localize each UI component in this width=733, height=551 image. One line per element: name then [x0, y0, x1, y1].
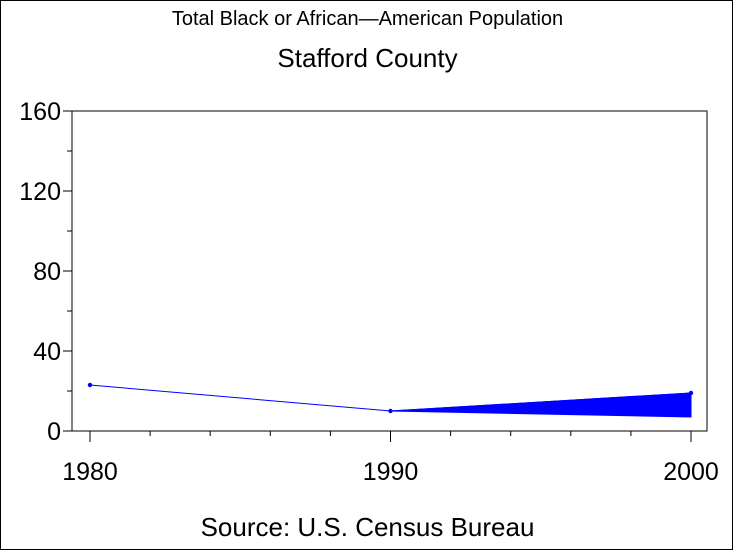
y-tick-label: 120: [19, 178, 61, 206]
chart-title: Total Black or African—American Populati…: [171, 8, 564, 30]
data-point: [87, 382, 93, 388]
data-point: [688, 390, 694, 396]
x-tick-label: 1980: [62, 458, 118, 486]
plot-area: [71, 110, 708, 432]
shaded-band: [390, 392, 692, 418]
y-tick-label: 160: [19, 98, 61, 126]
x-tick-label: 2000: [663, 458, 719, 486]
y-tick-label: 0: [47, 418, 61, 446]
y-tick-label: 80: [33, 258, 61, 286]
x-tick-label: 1990: [363, 458, 419, 486]
data-point: [388, 408, 393, 414]
source-note: Source: U.S. Census Bureau: [200, 512, 535, 542]
chart-subtitle: Stafford County: [277, 43, 458, 73]
y-tick-label: 40: [33, 338, 61, 366]
